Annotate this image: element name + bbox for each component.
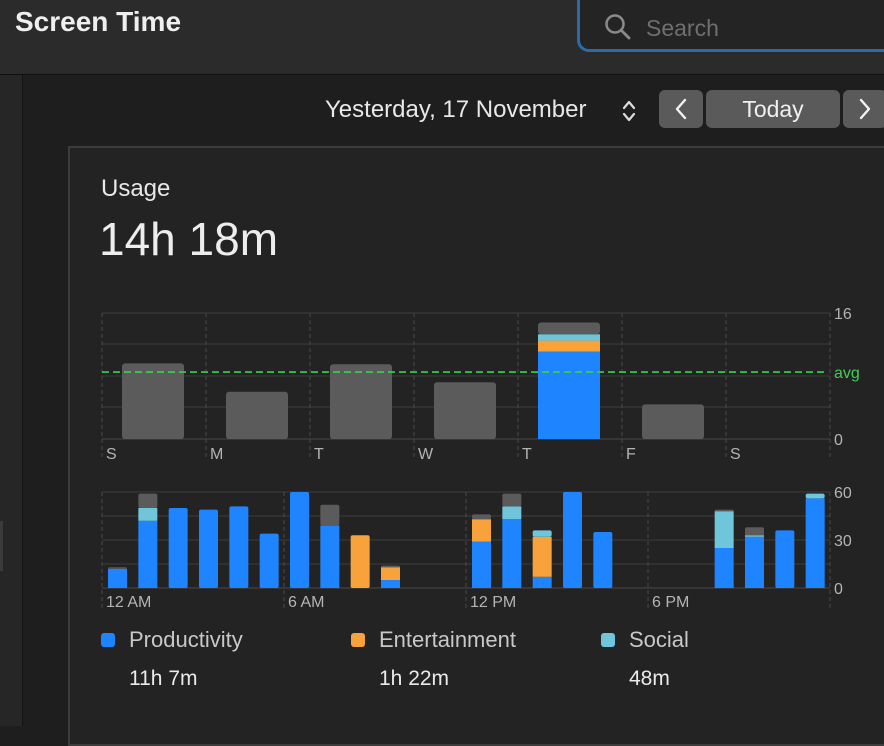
day-bar-segment (434, 382, 496, 439)
day-label: W (418, 446, 434, 463)
usage-label: Usage (101, 175, 171, 202)
day-label: S (106, 446, 117, 463)
day-bar-segment (538, 340, 600, 352)
day-label: M (210, 446, 223, 463)
legend-name: Productivity (129, 627, 243, 652)
hour-bar-segment (563, 492, 582, 588)
hour-bar-segment (320, 504, 340, 526)
search-input[interactable] (644, 13, 878, 43)
average-label: avg (834, 365, 860, 382)
hour-bar-segment (138, 520, 158, 588)
hour-bar-segment (108, 567, 127, 569)
day-label: F (626, 446, 636, 463)
hour-bar-segment (350, 535, 370, 588)
hour-bar-segment (532, 530, 552, 537)
hour-bar-segment (775, 530, 795, 588)
legend-value: 1h 22m (379, 667, 450, 690)
hour-bar-segment (805, 493, 825, 499)
y-tick-label: 0 (834, 432, 843, 449)
day-bar-segment (538, 351, 600, 439)
hour-bar-segment (381, 567, 400, 580)
hour-bar-segment (381, 580, 400, 588)
hour-bar-segment (472, 541, 491, 588)
day-bar-segment (330, 364, 392, 439)
day-label: T (314, 446, 324, 463)
hour-bar-segment (259, 533, 279, 588)
chevron-up-down-icon[interactable] (622, 99, 636, 123)
hour-bar-segment (199, 509, 218, 588)
hour-label: 12 AM (106, 594, 151, 611)
y-tick-label: 0 (834, 581, 843, 598)
title-bar: Screen Time (0, 0, 884, 75)
legend-swatch (351, 633, 365, 647)
sidebar-resize-handle[interactable] (0, 521, 3, 571)
chevron-right-icon (859, 98, 871, 120)
day-label: T (522, 446, 532, 463)
day-bar-segment (226, 391, 288, 439)
day-bar-segment (538, 334, 600, 341)
legend-name: Entertainment (379, 627, 516, 652)
hour-bar-segment (381, 565, 400, 568)
hour-bar-segment (745, 535, 764, 537)
hour-bar-segment (108, 568, 127, 588)
hour-bar-segment (168, 508, 188, 588)
hour-bar-segment (532, 536, 552, 577)
hour-bar-segment (502, 506, 522, 520)
legend-swatch (101, 633, 115, 647)
y-tick-label: 30 (834, 533, 852, 550)
day-label: S (730, 446, 741, 463)
search-icon (605, 14, 631, 40)
legend-value: 48m (629, 667, 670, 690)
hour-label: 12 PM (470, 594, 516, 611)
day-bar-segment (538, 322, 600, 335)
legend-value: 11h 7m (129, 667, 198, 690)
hour-bar-segment (714, 548, 734, 588)
hour-bar-segment (745, 536, 764, 588)
search-field[interactable] (577, 0, 884, 52)
legend-name: Social (629, 627, 689, 652)
hour-bar-segment (593, 532, 613, 588)
hour-bar-segment (532, 576, 552, 588)
sidebar (0, 75, 23, 726)
hour-bar-segment (320, 525, 340, 588)
day-bar-segment (122, 363, 184, 439)
y-tick-label: 60 (834, 485, 852, 502)
hour-bar-segment (805, 498, 825, 588)
y-tick-label: 16 (834, 306, 852, 323)
legend-swatch (601, 633, 615, 647)
hour-label: 6 PM (652, 594, 689, 611)
next-day-button[interactable] (843, 90, 884, 128)
hour-bar-segment (229, 506, 249, 588)
hour-bar-segment (472, 519, 491, 542)
usage-total: 14h 18m (99, 213, 279, 265)
window-title: Screen Time (15, 6, 182, 37)
hour-bar-segment (502, 519, 522, 588)
today-button[interactable]: Today (706, 90, 840, 128)
hour-bar-segment (138, 508, 158, 521)
hour-bar-segment (138, 493, 158, 508)
hour-bar-segment (714, 509, 734, 512)
previous-day-button[interactable] (659, 90, 703, 128)
hour-bar-segment (290, 492, 309, 588)
hour-bar-segment (745, 527, 764, 536)
hour-bar-segment (714, 511, 734, 548)
hour-bar-segment (472, 514, 491, 520)
date-selector[interactable]: Yesterday, 17 November (325, 96, 587, 123)
usage-card (68, 146, 884, 746)
day-bar-segment (642, 404, 704, 439)
chevron-left-icon (675, 98, 687, 120)
hour-bar-segment (502, 493, 522, 507)
hour-label: 6 AM (288, 594, 324, 611)
